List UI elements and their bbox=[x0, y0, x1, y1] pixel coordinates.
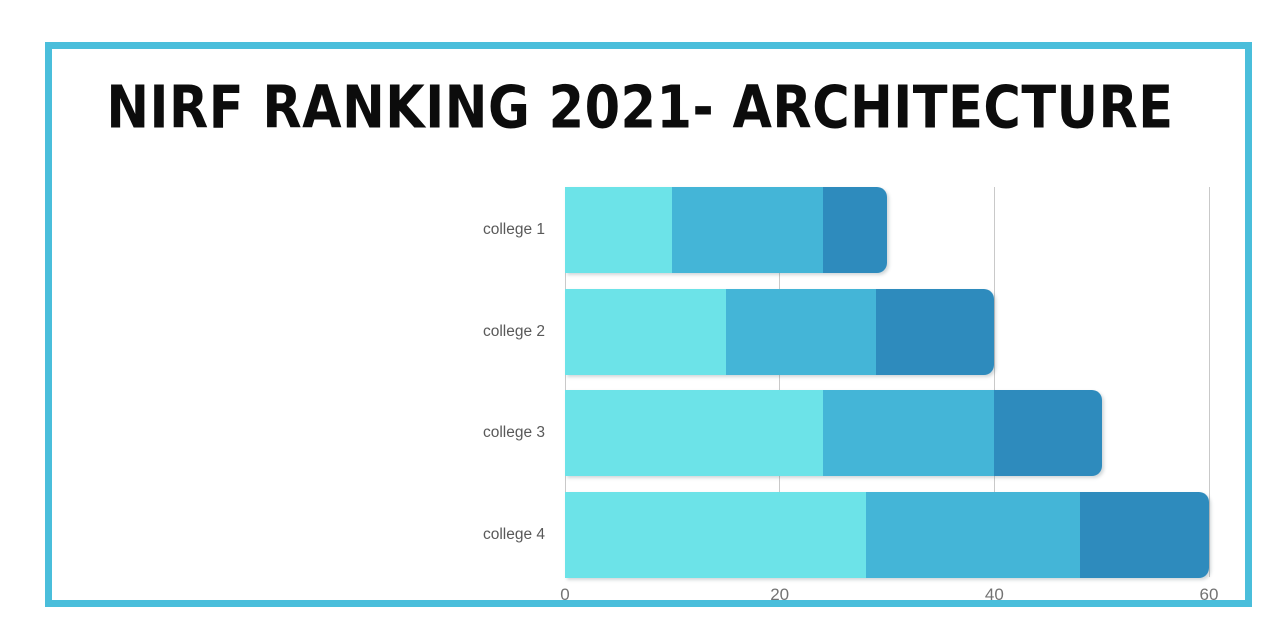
bar-segment bbox=[565, 492, 866, 579]
bar-segment bbox=[565, 187, 673, 273]
bar-college-4 bbox=[565, 492, 1209, 579]
bar-segment bbox=[876, 288, 995, 375]
bar-segment bbox=[565, 390, 823, 477]
bar-college-3 bbox=[565, 390, 1102, 477]
gridline bbox=[1208, 187, 1210, 577]
category-label: college 3 bbox=[482, 424, 545, 442]
x-tick-label: 60 bbox=[1199, 585, 1219, 604]
gridline bbox=[779, 187, 781, 577]
x-tick-label: 40 bbox=[984, 585, 1004, 604]
bar-segment bbox=[672, 187, 823, 273]
bar-segment bbox=[726, 288, 877, 375]
x-tick-label: 20 bbox=[770, 585, 790, 604]
gridline bbox=[993, 187, 995, 577]
bar-segment bbox=[565, 288, 726, 375]
bar-segment bbox=[994, 390, 1102, 477]
gridline bbox=[564, 187, 566, 577]
bar-college-1 bbox=[565, 187, 887, 273]
bar-segment bbox=[865, 492, 1081, 579]
category-label: college 1 bbox=[482, 221, 545, 238]
x-tick-label: 0 bbox=[560, 585, 570, 604]
chart-title: NIRF RANKING 2021- ARCHITECTURE bbox=[106, 74, 1174, 143]
bar-segment bbox=[822, 390, 995, 477]
bar-segment bbox=[822, 187, 887, 273]
bar-segment bbox=[1080, 492, 1209, 579]
bar-college-2 bbox=[565, 288, 995, 375]
category-label: college 4 bbox=[482, 526, 545, 544]
category-label: college 2 bbox=[482, 322, 545, 340]
